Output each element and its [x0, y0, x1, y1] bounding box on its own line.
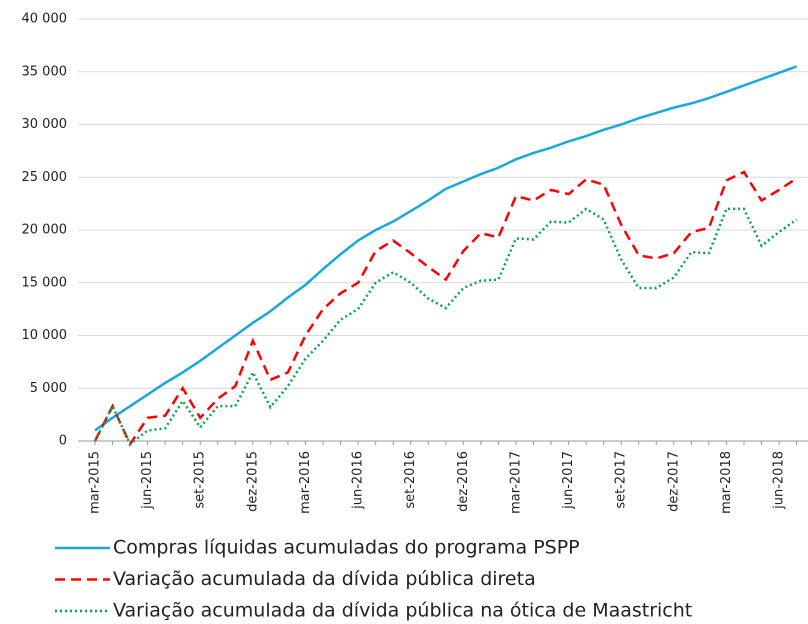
- y-tick-label: 40 000: [22, 12, 68, 27]
- y-tick-label: 0: [59, 434, 67, 449]
- x-tick-label: mar-2018: [719, 451, 734, 514]
- series-line: [93, 170, 798, 447]
- y-tick-label: 35 000: [22, 64, 68, 79]
- x-tick-label: jun-2016: [351, 451, 366, 510]
- x-tick-label: dez-2017: [666, 451, 681, 512]
- x-tick-label: mar-2016: [298, 451, 313, 514]
- y-tick-label: 15 000: [22, 275, 68, 290]
- x-tick-label: set-2017: [614, 451, 629, 509]
- y-tick-label: 30 000: [22, 117, 68, 132]
- y-tick-label: 10 000: [22, 328, 68, 343]
- x-tick-label: mar-2017: [508, 451, 523, 514]
- x-tick-label: dez-2016: [456, 451, 471, 512]
- x-tick-label: set-2015: [193, 451, 208, 509]
- x-tick-label: jun-2017: [561, 451, 576, 510]
- legend-label: Variação acumulada da dívida pública na …: [113, 600, 692, 622]
- y-tick-label: 25 000: [22, 170, 68, 185]
- series-line: [93, 207, 798, 447]
- legend-label: Variação acumulada da dívida pública dir…: [113, 568, 536, 590]
- legend-label: Compras líquidas acumuladas do programa …: [113, 537, 580, 559]
- x-tick-label: set-2016: [403, 451, 418, 509]
- x-tick-label: dez-2015: [245, 451, 260, 512]
- y-tick-label: 5 000: [30, 381, 67, 396]
- y-tick-label: 20 000: [22, 223, 68, 238]
- x-tick-label: jun-2015: [140, 451, 155, 510]
- series-line: [94, 65, 798, 432]
- x-tick-label: mar-2015: [88, 451, 103, 514]
- x-tick-label: jun-2018: [772, 451, 787, 510]
